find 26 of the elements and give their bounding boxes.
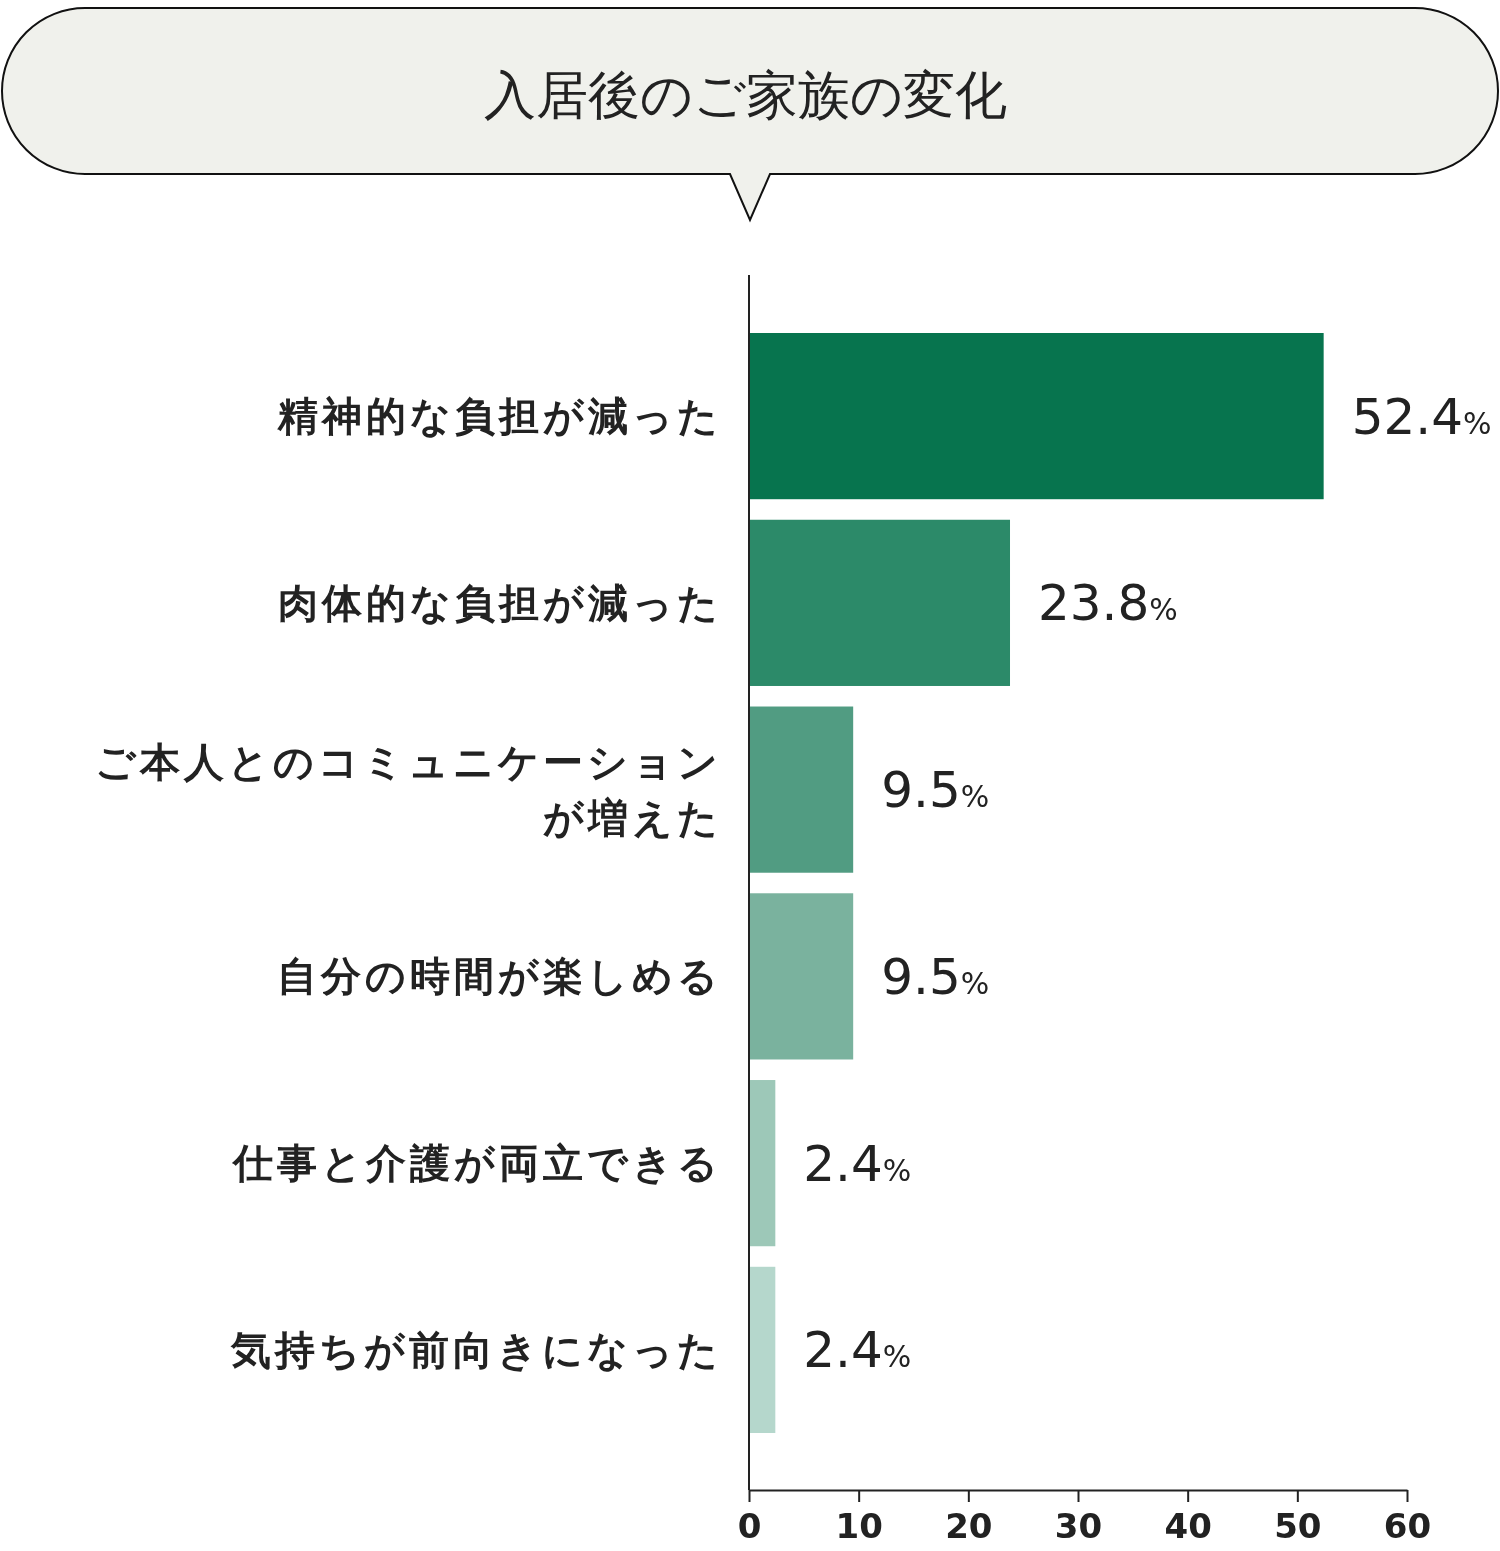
y-tick-label: 気持ちが前向きになった bbox=[230, 1326, 722, 1373]
data-label: 2.4% bbox=[803, 1134, 912, 1193]
data-label: 2.4% bbox=[803, 1321, 912, 1380]
y-tick-label: 肉体的な負担が減った bbox=[278, 579, 722, 626]
x-tick-label: 10 bbox=[835, 1506, 883, 1547]
bar bbox=[749, 1266, 776, 1433]
y-tick-label: 精神的な負担が減った bbox=[277, 393, 722, 440]
y-tick-label: 自分の時間が楽しめる bbox=[277, 953, 722, 1000]
x-tick-label: 40 bbox=[1164, 1506, 1212, 1547]
x-tick-label: 50 bbox=[1274, 1506, 1322, 1547]
y-tick-label: 仕事と介護が両立できる bbox=[231, 1140, 722, 1187]
chart-title: 入居後のご家族の変化 bbox=[483, 65, 1007, 126]
y-tick-label: ご本人とのコミュニケーションが増えた bbox=[95, 738, 722, 841]
bar bbox=[749, 333, 1324, 500]
x-tick-label: 30 bbox=[1054, 1506, 1103, 1547]
bar bbox=[749, 706, 854, 873]
bar bbox=[749, 519, 1011, 686]
x-tick-label: 20 bbox=[945, 1506, 993, 1547]
x-tick-label: 0 bbox=[737, 1506, 762, 1547]
data-label: 52.4% bbox=[1351, 387, 1492, 446]
data-label: 23.8% bbox=[1038, 574, 1178, 633]
x-tick-label: 60 bbox=[1383, 1506, 1432, 1547]
bar bbox=[749, 1080, 776, 1247]
data-label: 9.5% bbox=[881, 761, 990, 820]
bar bbox=[749, 893, 854, 1060]
data-label: 9.5% bbox=[881, 947, 990, 1006]
